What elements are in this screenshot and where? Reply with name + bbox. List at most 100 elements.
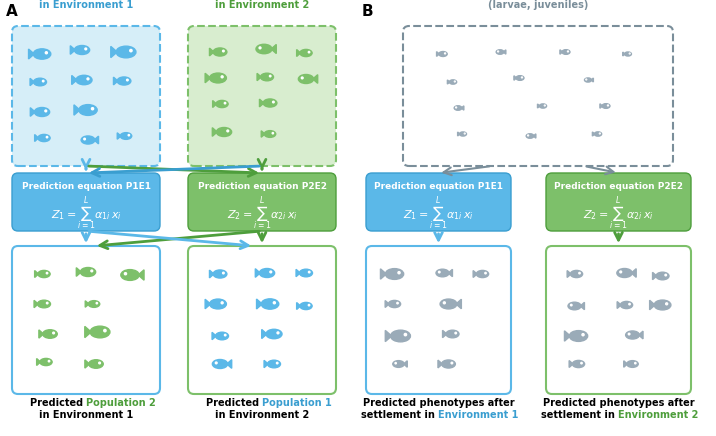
Text: B: B [362, 4, 374, 19]
Ellipse shape [496, 50, 504, 54]
Ellipse shape [216, 127, 232, 136]
Text: (larvae, juveniles): (larvae, juveniles) [488, 0, 588, 10]
Polygon shape [639, 331, 643, 339]
Ellipse shape [213, 270, 227, 278]
Circle shape [47, 302, 48, 304]
Polygon shape [85, 301, 89, 307]
Polygon shape [210, 270, 214, 278]
Polygon shape [205, 73, 211, 83]
Ellipse shape [388, 300, 401, 308]
Circle shape [629, 303, 630, 305]
Polygon shape [623, 52, 625, 56]
Ellipse shape [602, 104, 610, 108]
Text: $Z_2 = \sum_{i=1}^{L} \alpha_{2i}\, x_i$: $Z_2 = \sum_{i=1}^{L} \alpha_{2i}\, x_i$ [227, 195, 297, 232]
FancyBboxPatch shape [188, 173, 336, 231]
Text: Population 1: Population 1 [262, 398, 332, 408]
Ellipse shape [626, 331, 639, 339]
Polygon shape [111, 46, 117, 58]
Circle shape [221, 76, 223, 78]
Polygon shape [30, 108, 35, 116]
Polygon shape [600, 104, 602, 108]
Circle shape [53, 332, 54, 334]
Polygon shape [461, 106, 464, 110]
Polygon shape [296, 303, 301, 310]
Circle shape [395, 362, 397, 364]
Text: Environment 1: Environment 1 [438, 410, 519, 420]
Polygon shape [205, 299, 211, 309]
Ellipse shape [259, 269, 275, 277]
Polygon shape [37, 358, 41, 365]
Ellipse shape [584, 78, 591, 82]
Circle shape [125, 272, 127, 275]
Ellipse shape [256, 44, 272, 54]
Ellipse shape [264, 131, 276, 137]
Text: $Z_1 = \sum_{i=1}^{L} \alpha_{1i}\, x_i$: $Z_1 = \sum_{i=1}^{L} \alpha_{1i}\, x_i$ [403, 195, 474, 232]
Circle shape [309, 271, 310, 273]
Circle shape [47, 136, 48, 138]
Polygon shape [213, 101, 217, 107]
Polygon shape [34, 135, 39, 141]
Circle shape [309, 51, 310, 53]
Ellipse shape [216, 332, 228, 340]
Polygon shape [533, 134, 536, 138]
Polygon shape [34, 300, 38, 308]
Circle shape [92, 108, 94, 110]
Polygon shape [85, 360, 90, 368]
Ellipse shape [626, 361, 638, 368]
Ellipse shape [450, 80, 457, 84]
Polygon shape [296, 269, 300, 277]
Circle shape [216, 362, 217, 364]
Text: Prediction equation P2E2: Prediction equation P2E2 [554, 181, 683, 191]
Polygon shape [442, 330, 447, 337]
Circle shape [223, 272, 224, 274]
Polygon shape [514, 76, 516, 80]
Polygon shape [437, 51, 440, 56]
Ellipse shape [539, 104, 546, 108]
Polygon shape [113, 77, 118, 85]
Ellipse shape [620, 301, 633, 309]
Circle shape [599, 133, 600, 134]
Ellipse shape [572, 361, 585, 368]
Circle shape [443, 302, 445, 304]
FancyBboxPatch shape [12, 246, 160, 394]
Polygon shape [74, 105, 80, 115]
Polygon shape [30, 78, 34, 85]
Polygon shape [262, 330, 267, 338]
Polygon shape [591, 78, 594, 82]
Polygon shape [624, 361, 627, 367]
Circle shape [438, 271, 440, 273]
Circle shape [665, 274, 667, 276]
Circle shape [96, 303, 97, 304]
Ellipse shape [38, 270, 50, 278]
Ellipse shape [121, 269, 139, 280]
Polygon shape [257, 73, 261, 81]
Polygon shape [632, 269, 637, 277]
Polygon shape [210, 48, 214, 56]
Circle shape [127, 79, 128, 81]
Ellipse shape [213, 48, 227, 56]
Circle shape [85, 48, 87, 50]
Polygon shape [560, 50, 563, 54]
Text: settlement in: settlement in [362, 410, 438, 420]
Circle shape [620, 271, 621, 273]
Ellipse shape [562, 50, 570, 54]
Polygon shape [227, 360, 232, 368]
Polygon shape [39, 330, 44, 338]
Polygon shape [256, 269, 260, 277]
Circle shape [84, 138, 85, 140]
Ellipse shape [393, 361, 405, 368]
Polygon shape [296, 50, 301, 56]
Ellipse shape [460, 132, 467, 136]
Polygon shape [264, 360, 268, 368]
Ellipse shape [266, 329, 282, 339]
Circle shape [451, 362, 453, 364]
Circle shape [223, 50, 224, 52]
Ellipse shape [120, 133, 132, 140]
Circle shape [464, 133, 465, 134]
FancyBboxPatch shape [12, 173, 160, 231]
Ellipse shape [40, 358, 52, 366]
Text: $Z_2 = \sum_{i=1}^{L} \alpha_{2i}\, x_i$: $Z_2 = \sum_{i=1}^{L} \alpha_{2i}\, x_i$ [583, 195, 654, 232]
Circle shape [398, 272, 400, 274]
Ellipse shape [33, 49, 51, 59]
Polygon shape [385, 330, 392, 342]
